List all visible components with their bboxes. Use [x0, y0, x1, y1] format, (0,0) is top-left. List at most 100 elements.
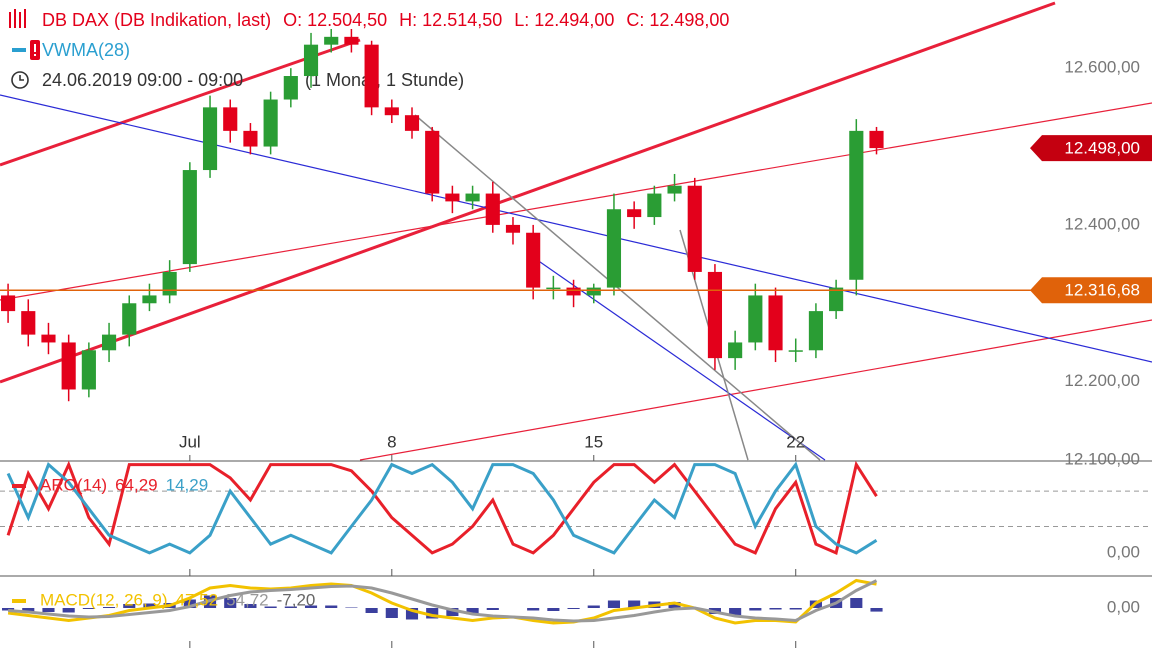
histogram-bar — [244, 604, 257, 608]
histogram-bar — [224, 598, 237, 608]
price-marker — [1030, 135, 1152, 162]
indicator-line — [6, 461, 878, 555]
indicator-line — [7, 578, 877, 625]
trend-line — [0, 94, 1152, 363]
vwma-swatch — [12, 48, 26, 52]
candle-body — [243, 130, 258, 147]
histogram-bar — [729, 608, 742, 615]
candle-body — [283, 76, 298, 100]
candle-body — [465, 193, 480, 202]
legend-swatch — [12, 599, 26, 603]
candle-body — [485, 193, 500, 225]
histogram-bar — [183, 599, 196, 608]
candle-body — [808, 311, 823, 351]
candle-body — [505, 224, 521, 233]
candles — [1, 28, 884, 402]
histogram-bar — [587, 605, 600, 608]
y-tick-label: 0,00 — [1107, 597, 1140, 616]
candle-body — [768, 295, 783, 351]
candle-body — [384, 107, 399, 116]
candle-body — [566, 287, 581, 296]
quote-value: O: 12.504,50 — [283, 10, 387, 30]
candle-body — [162, 271, 177, 296]
quote-value: H: 12.514,50 — [399, 10, 502, 30]
header-icons — [9, 9, 40, 89]
legend-swatch — [12, 484, 26, 488]
legend-value: 14,29 — [166, 475, 209, 494]
legend-value: -7,20 — [277, 590, 316, 609]
instrument-title: DB DAX (DB Indikation, last) — [42, 10, 271, 30]
candle-body — [687, 185, 702, 272]
indicator-legend: VWMA(28) — [42, 40, 130, 60]
legend-value: 64,29 — [115, 475, 158, 494]
legend-value: 47,52 — [176, 590, 219, 609]
candle-body — [364, 44, 379, 108]
histogram-bar — [426, 608, 439, 619]
indicator-line — [6, 460, 878, 555]
candle-body — [707, 271, 723, 359]
candle-body — [223, 107, 238, 131]
quote-value: C: 12.498,00 — [626, 10, 729, 30]
quote-value: L: 12.494,00 — [514, 10, 614, 30]
candle-body — [445, 193, 460, 202]
candle-body — [728, 342, 743, 359]
candle-body — [142, 295, 157, 304]
candle-body — [101, 334, 117, 351]
trend-line — [0, 38, 361, 167]
x-tick-label: 8 — [387, 432, 396, 451]
histogram-bar — [82, 608, 95, 609]
histogram-bar — [284, 606, 297, 608]
candle-body — [526, 232, 541, 288]
histogram-bar — [103, 607, 116, 608]
candle-body — [81, 350, 96, 390]
candle-body — [627, 209, 642, 218]
x-tick-label: 15 — [584, 432, 603, 451]
histogram-bar — [345, 607, 358, 608]
indicator-line — [7, 579, 878, 623]
histogram-bar — [304, 605, 318, 608]
x-tick-label: Jul — [179, 432, 201, 451]
y-tick-label: 12.400,00 — [1064, 214, 1140, 233]
histogram-bar — [870, 608, 883, 612]
legend-value: 54,72 — [226, 590, 269, 609]
candle-body — [122, 303, 137, 335]
histogram-bar — [325, 605, 338, 608]
candle-body — [41, 334, 56, 343]
histogram-bar — [850, 598, 863, 608]
histogram-bar — [42, 608, 55, 612]
histogram-bar — [769, 608, 782, 610]
histogram-bar — [466, 608, 479, 615]
histogram-bar — [264, 606, 277, 608]
histogram-bar — [607, 600, 621, 608]
clock-icon — [11, 71, 29, 89]
histogram-bar — [385, 608, 398, 618]
y-tick-label: 12.600,00 — [1064, 58, 1140, 77]
histogram-bar — [123, 604, 136, 608]
price-marker-label: 12.498,00 — [1064, 139, 1140, 158]
histogram-bar — [567, 608, 580, 609]
trend-line — [0, 102, 1152, 301]
candle-body — [61, 342, 76, 390]
legend-title: ARO(14) — [40, 475, 107, 494]
candle-body — [1, 295, 16, 312]
histogram-bar — [668, 602, 681, 608]
histogram-bar — [486, 608, 499, 610]
candle-body — [324, 36, 339, 45]
histogram-bar — [628, 600, 641, 608]
legend-title: MACD(12, 26, 9) — [40, 590, 168, 609]
x-tick-label: 22 — [786, 432, 805, 451]
histogram-bar — [547, 608, 560, 611]
candle-body — [202, 107, 218, 171]
clock-icon — [19, 75, 24, 81]
histogram-bar — [22, 608, 35, 612]
price-marker — [1030, 277, 1152, 304]
period-note: (1 Monat, 1 Stunde) — [305, 70, 464, 90]
candle-body — [748, 295, 763, 343]
histogram-bar — [446, 608, 459, 616]
histogram-bar — [365, 608, 378, 613]
y-tick-label: 12.100,00 — [1064, 449, 1140, 468]
candle-body — [667, 185, 682, 194]
alert-icon — [34, 44, 36, 52]
candle-body — [303, 44, 319, 77]
candle-body — [546, 287, 561, 290]
